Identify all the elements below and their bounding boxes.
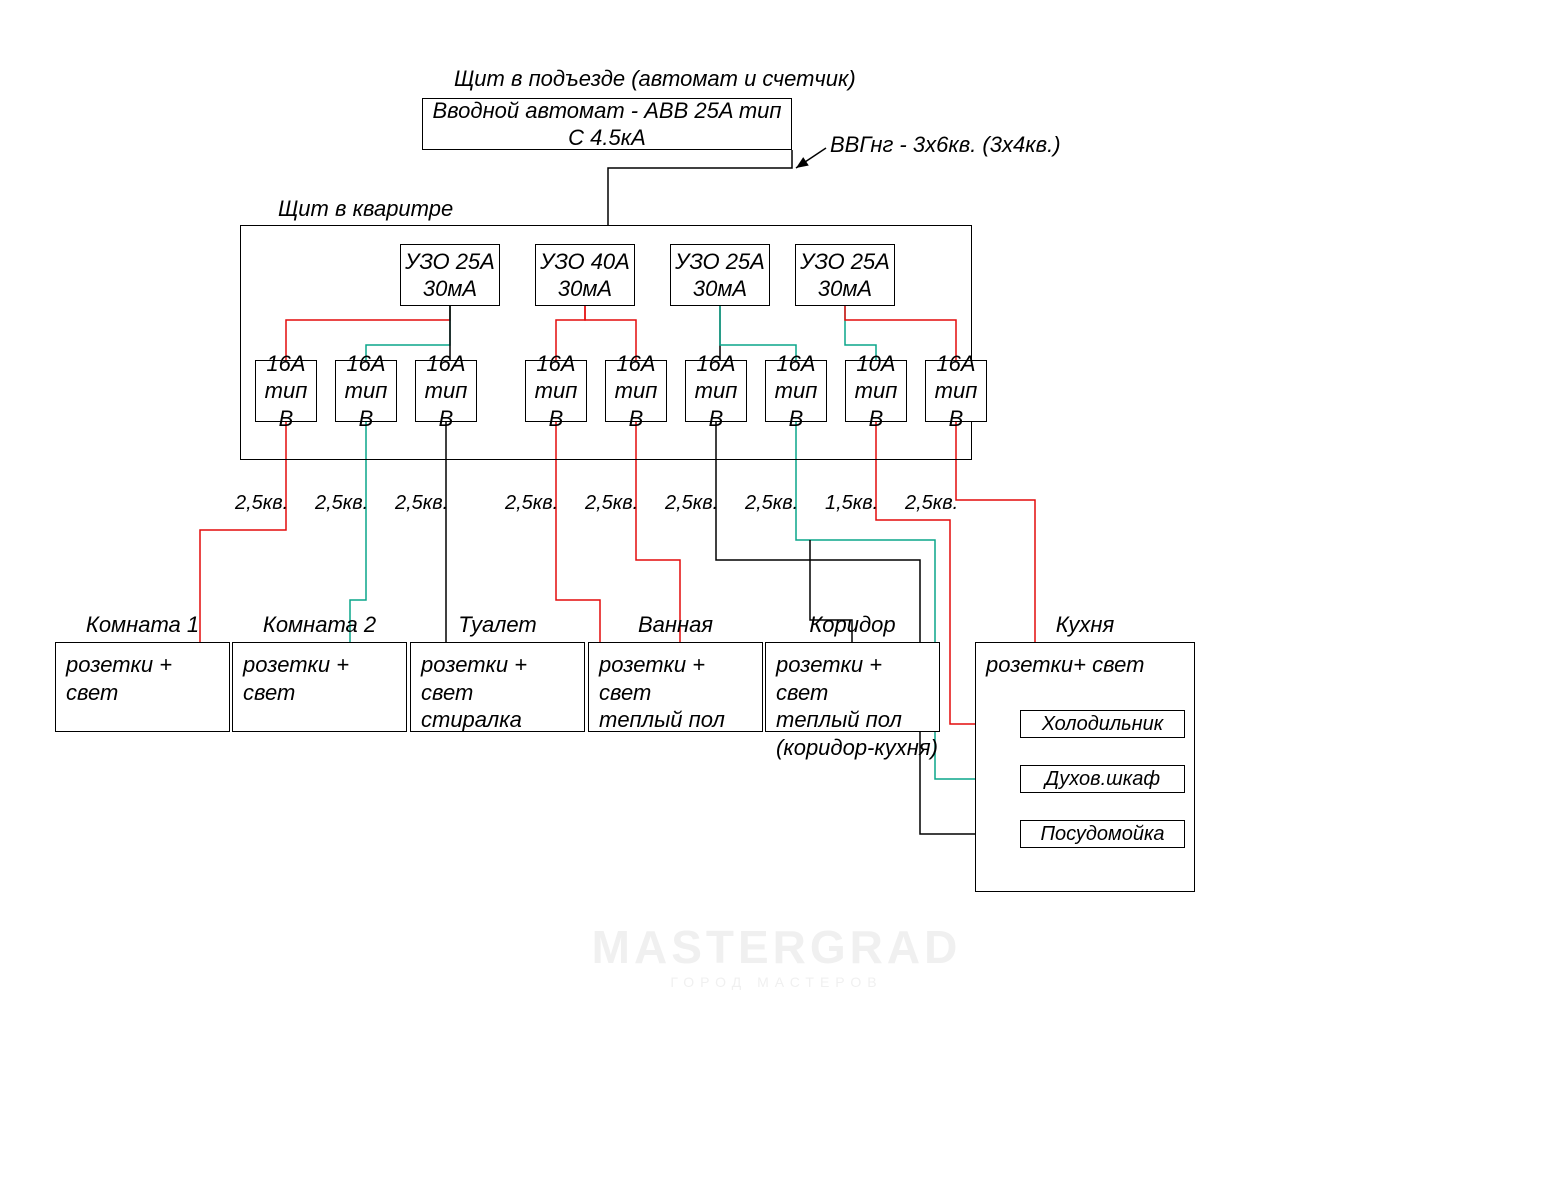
room-box-bath: розетки + светтеплый пол: [588, 642, 763, 732]
uzo-4-line-1: УЗО 25А: [800, 248, 890, 276]
uzo-2-line-2: 30мА: [558, 275, 612, 303]
uzo-box-2: УЗО 40А30мА: [535, 244, 635, 306]
uzo-1-line-2: 30мА: [423, 275, 477, 303]
breaker-box-4: 16Атип B: [525, 360, 587, 422]
room-room2-line-1: розетки + свет: [243, 651, 406, 706]
cable-note: ВВГнг - 3х6кв. (3х4кв.): [830, 132, 1061, 158]
room-title-room2: Комната 2: [263, 612, 376, 638]
cable-label-1: 2,5кв.: [235, 492, 288, 515]
cable-label-7: 2,5кв.: [745, 492, 798, 515]
breaker-8-line-1: 10А: [856, 350, 895, 378]
room-title-toilet: Туалет: [458, 612, 536, 638]
room-hall-line-3: (коридор-кухня): [776, 734, 938, 762]
uzo-2-line-1: УЗО 40А: [540, 248, 630, 276]
breaker-4-line-2: тип B: [526, 377, 586, 432]
kitchen-item-fridge: Холодильник: [1020, 710, 1185, 738]
uzo-4-line-2: 30мА: [818, 275, 872, 303]
room-title-hall: Коридор: [809, 612, 895, 638]
apartment-panel-title: Щит в кваритре: [278, 196, 453, 222]
uzo-box-4: УЗО 25А30мА: [795, 244, 895, 306]
room-bath-line-2: теплый пол: [599, 706, 725, 734]
room-toilet-line-2: стиралка: [421, 706, 522, 734]
cable-label-2: 2,5кв.: [315, 492, 368, 515]
breaker-7-line-1: 16А: [776, 350, 815, 378]
uzo-3-line-2: 30мА: [693, 275, 747, 303]
uzo-3-line-1: УЗО 25А: [675, 248, 765, 276]
breaker-box-1: 16Атип B: [255, 360, 317, 422]
breaker-9-line-2: тип B: [926, 377, 986, 432]
breaker-4-line-1: 16А: [536, 350, 575, 378]
breaker-6-line-1: 16А: [696, 350, 735, 378]
uzo-box-3: УЗО 25А30мА: [670, 244, 770, 306]
cable-note-arrowhead: [796, 157, 809, 168]
cable-label-3: 2,5кв.: [395, 492, 448, 515]
room-bath-line-1: розетки + свет: [599, 651, 762, 706]
breaker-1-line-2: тип B: [256, 377, 316, 432]
room-title-bath: Ванная: [638, 612, 713, 638]
breaker-3-line-2: тип B: [416, 377, 476, 432]
kitchen-item-fridge-text: Холодильник: [1042, 712, 1164, 737]
main-breaker-text: Вводной автомат - ABB 25A тип C 4.5кА: [423, 97, 791, 152]
entrance-panel-title: Щит в подъезде (автомат и счетчик): [454, 66, 856, 92]
cable-label-5: 2,5кв.: [585, 492, 638, 515]
breaker-box-6: 16Атип B: [685, 360, 747, 422]
room-hall-line-2: теплый пол: [776, 706, 902, 734]
room-room1-line-1: розетки + свет: [66, 651, 229, 706]
breaker-box-9: 16Атип B: [925, 360, 987, 422]
room-box-toilet: розетки + светстиралка: [410, 642, 585, 732]
cable-label-9: 2,5кв.: [905, 492, 958, 515]
breaker-2-line-2: тип B: [336, 377, 396, 432]
room-kitchen-line-1: розетки+ свет: [986, 651, 1144, 679]
breaker-box-3: 16Атип B: [415, 360, 477, 422]
kitchen-item-dish: Посудомойка: [1020, 820, 1185, 848]
wire: [608, 150, 792, 225]
kitchen-item-oven: Духов.шкаф: [1020, 765, 1185, 793]
main-breaker-box: Вводной автомат - ABB 25A тип C 4.5кА: [422, 98, 792, 150]
room-box-room2: розетки + свет: [232, 642, 407, 732]
uzo-box-1: УЗО 25А30мА: [400, 244, 500, 306]
uzo-1-line-1: УЗО 25А: [405, 248, 495, 276]
breaker-box-5: 16Атип B: [605, 360, 667, 422]
breaker-box-7: 16Атип B: [765, 360, 827, 422]
cable-label-8: 1,5кв.: [825, 492, 878, 515]
breaker-2-line-1: 16А: [346, 350, 385, 378]
breaker-7-line-2: тип B: [766, 377, 826, 432]
cable-label-4: 2,5кв.: [505, 492, 558, 515]
breaker-5-line-1: 16А: [616, 350, 655, 378]
room-title-kitchen: Кухня: [1056, 612, 1115, 638]
cable-label-6: 2,5кв.: [665, 492, 718, 515]
breaker-9-line-1: 16А: [936, 350, 975, 378]
kitchen-item-oven-text: Духов.шкаф: [1045, 767, 1160, 792]
room-title-room1: Комната 1: [86, 612, 199, 638]
breaker-8-line-2: тип B: [846, 377, 906, 432]
breaker-5-line-2: тип B: [606, 377, 666, 432]
kitchen-item-dish-text: Посудомойка: [1040, 822, 1164, 847]
room-box-room1: розетки + свет: [55, 642, 230, 732]
room-toilet-line-1: розетки + свет: [421, 651, 584, 706]
breaker-box-2: 16Атип B: [335, 360, 397, 422]
breaker-box-8: 10Атип B: [845, 360, 907, 422]
wiring-layer: [0, 0, 1553, 1200]
breaker-3-line-1: 16А: [426, 350, 465, 378]
breaker-6-line-2: тип B: [686, 377, 746, 432]
breaker-1-line-1: 16А: [266, 350, 305, 378]
room-box-hall: розетки + светтеплый пол(коридор-кухня): [765, 642, 940, 732]
room-hall-line-1: розетки + свет: [776, 651, 939, 706]
